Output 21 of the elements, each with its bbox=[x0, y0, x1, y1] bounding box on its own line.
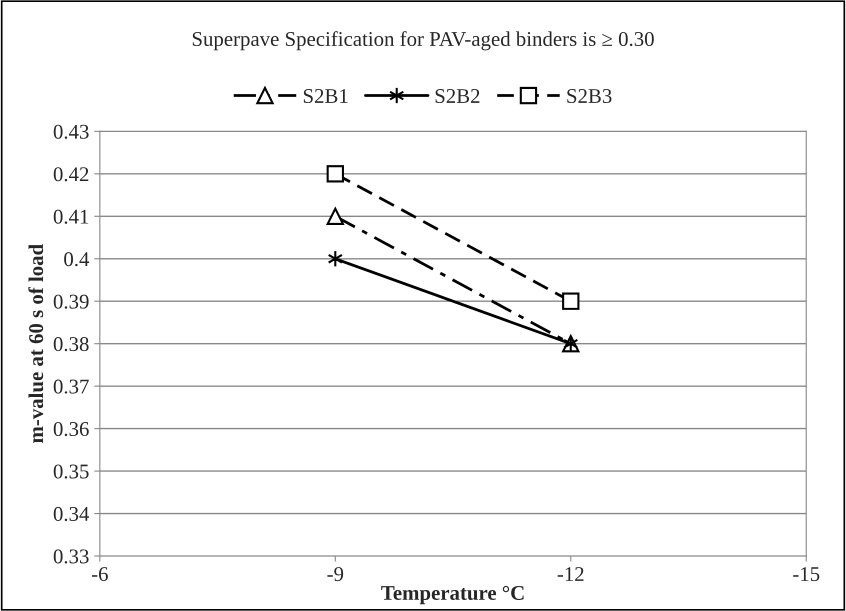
y-tick-label: 0.43 bbox=[54, 124, 89, 139]
x-tick-label: -9 bbox=[327, 567, 344, 582]
x-tick-label: -6 bbox=[92, 567, 108, 582]
chart-title: Superpave Specification for PAV-aged binders is ≥ 0.30 bbox=[192, 31, 654, 50]
y-tick-label: 0.37 bbox=[54, 380, 89, 394]
y-tick-label: 0.33 bbox=[54, 549, 89, 564]
x-tick-label: -15 bbox=[793, 567, 820, 582]
legend-label: S2B3 bbox=[567, 89, 612, 104]
x-axis-title: Temperature °C bbox=[381, 586, 524, 604]
legend-label: S2B1 bbox=[304, 89, 348, 104]
y-tick-label: 0.35 bbox=[54, 464, 89, 479]
y-tick-label: 0.34 bbox=[54, 506, 90, 522]
y-tick-label: 0.42 bbox=[54, 167, 88, 182]
y-axis-title: m-value at 60 s of load bbox=[28, 244, 44, 443]
y-tick-label: 0.36 bbox=[54, 422, 89, 436]
y-tick-label: 0.4 bbox=[64, 252, 90, 266]
y-tick-label: 0.38 bbox=[54, 337, 89, 352]
legend-label: S2B2 bbox=[436, 89, 480, 104]
y-tick-label: 0.41 bbox=[54, 210, 88, 224]
y-tick-label: 0.39 bbox=[54, 294, 89, 309]
x-tick-label: -12 bbox=[558, 567, 584, 581]
